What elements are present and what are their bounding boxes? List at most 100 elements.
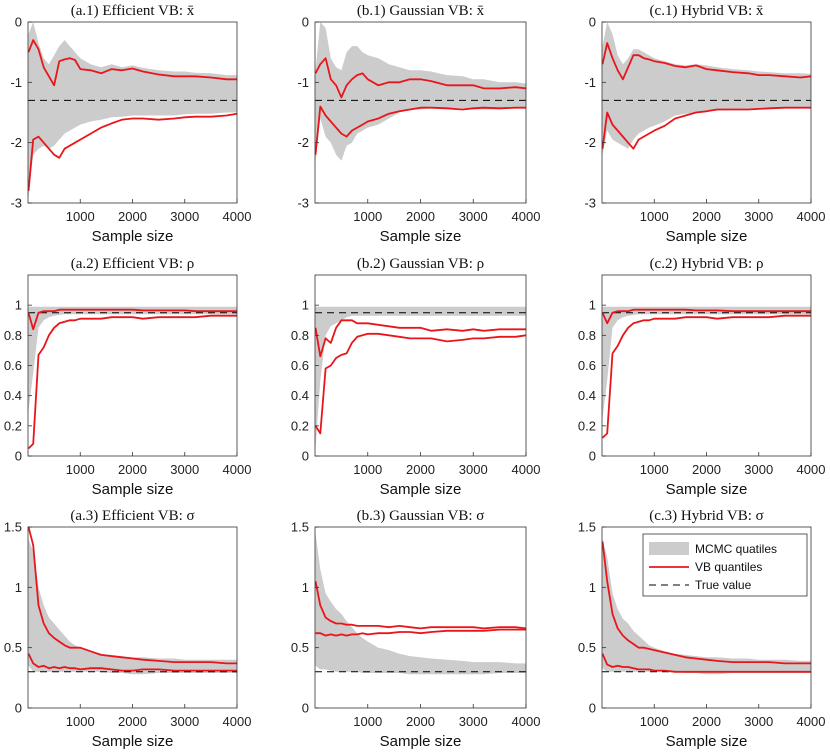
panel-title: (a.3) Efficient VB: σ [70,508,194,524]
x-tick-label: 4000 [512,209,541,224]
x-tick-label: 2000 [406,462,435,477]
panel-b3: 1000 2000 3000 4000 0 0.5 1 1.5 (b.3) Gaussian V… [291,508,541,750]
plot-area-a2 [28,306,237,450]
axes-box [27,526,238,709]
mcmc-band [28,22,237,197]
x-tick-label: 2000 [118,462,147,477]
y-tick-label: 0.6 [578,358,596,373]
x-tick-label: 2000 [118,714,147,729]
panel-c2: 1000 2000 3000 4000 0 0.2 0.4 0.6 0.8 1 (c.2) Hybr… [578,256,826,498]
panel-c3: 1000 2000 3000 4000 0 0.5 1 1.5 (c.3) Hybrid VB:… [578,508,826,750]
y-tick-label: -1 [10,75,22,90]
x-axis-label: Sample size [666,733,748,750]
vb-lower-line [602,106,811,150]
y-tick-label: 0 [589,701,596,716]
y-tick-label: -1 [584,75,596,90]
y-tick-label: 0.6 [291,358,309,373]
x-tick-label: 4000 [797,462,826,477]
mcmc-band [315,533,526,675]
y-tick-label: 0.4 [4,388,22,403]
y-tick-label: -3 [297,196,309,211]
y-tick-label: 0.8 [291,328,309,343]
x-tick-label: 1000 [353,209,382,224]
x-axis-label: Sample size [666,481,748,498]
y-tick-label: 0.8 [4,328,22,343]
axes-box [27,274,238,457]
y-tick-label: 0 [15,701,22,716]
x-axis-label: Sample size [380,733,462,750]
x-tick-label: 1000 [66,209,95,224]
axes-box [601,274,812,457]
plot-area-a3 [28,527,237,675]
y-tick-label: 0.5 [4,640,22,655]
plot-area-a1 [28,22,237,197]
y-tick-label: 0.4 [291,388,309,403]
vb-upper-line [315,319,526,358]
y-tick-label: 1 [589,298,596,313]
panel-b2: 1000 2000 3000 4000 0 0.2 0.4 0.6 0.8 1 (b.2) Gaus… [291,256,541,498]
panel-title: (c.1) Hybrid VB: x̄ [650,3,764,19]
y-tick-label: -1 [297,75,309,90]
legend-vb-label: VB quantiles [695,560,762,574]
vb-lower-line [315,105,526,155]
x-tick-label: 4000 [797,209,826,224]
y-tick-label: 1 [589,580,596,595]
y-tick-label: 1.5 [578,520,596,535]
x-tick-label: 4000 [512,462,541,477]
x-axis-label: Sample size [380,228,462,245]
axes-box [314,526,527,709]
panel-title: (a.1) Efficient VB: x̄ [71,3,195,19]
legend: MCMC quatiles VB quantiles True value [642,533,808,597]
panel-title: (c.2) Hybrid VB: ρ [650,256,764,272]
x-tick-label: 3000 [744,714,773,729]
x-tick-label: 4000 [223,462,252,477]
y-tick-label: 0.2 [578,418,596,433]
y-tick-label: 0 [15,449,22,464]
vb-upper-line [28,527,237,665]
y-tick-label: 0 [302,449,309,464]
vb-upper-line [28,308,237,331]
y-tick-label: 0.6 [4,358,22,373]
x-axis-label: Sample size [380,481,462,498]
vb-upper-line [602,308,811,325]
x-tick-label: 1000 [640,462,669,477]
panel-b1: 1000 2000 3000 4000 -3 -2 -1 0 (b.1) Gaussian VB… [297,3,540,245]
x-tick-label: 3000 [170,209,199,224]
mcmc-band [602,22,811,155]
x-axis-label: Sample size [92,481,174,498]
plot-area-b1 [315,22,526,161]
vb-lower-line [602,653,811,673]
mcmc-band [315,22,526,161]
y-tick-label: -3 [584,196,596,211]
x-tick-label: 3000 [459,714,488,729]
y-tick-label: 0.2 [291,418,309,433]
legend-truth-label: True value [695,578,752,592]
vb-upper-line [602,541,811,665]
vb-lower-line [602,314,811,439]
y-tick-label: 1 [302,580,309,595]
vb-upper-line [28,39,237,87]
x-tick-label: 3000 [459,209,488,224]
x-tick-label: 2000 [406,714,435,729]
panel-title: (b.2) Gaussian VB: ρ [357,256,484,272]
x-tick-label: 1000 [66,462,95,477]
x-tick-label: 3000 [744,209,773,224]
plot-area-c2 [602,306,811,439]
y-tick-label: 1.5 [291,520,309,535]
y-tick-label: 0 [589,15,596,30]
vb-lower-line [315,332,526,435]
x-tick-label: 3000 [170,714,199,729]
y-tick-label: -2 [297,135,309,150]
x-tick-label: 2000 [118,209,147,224]
mcmc-band [28,539,237,675]
panel-a3: 1000 2000 3000 4000 0 0.5 1 1.5 (a.3) Efficient … [4,508,252,750]
x-axis-label: Sample size [666,228,748,245]
vb-upper-line [315,581,526,630]
panel-a1: 1000 2000 3000 4000 -3 -2 -1 0 (a.1) Efficient V… [10,3,251,245]
y-tick-label: 1.5 [4,520,22,535]
x-tick-label: 2000 [692,209,721,224]
panel-title: (c.3) Hybrid VB: σ [649,508,763,524]
y-tick-label: 0 [302,15,309,30]
x-tick-label: 2000 [692,462,721,477]
